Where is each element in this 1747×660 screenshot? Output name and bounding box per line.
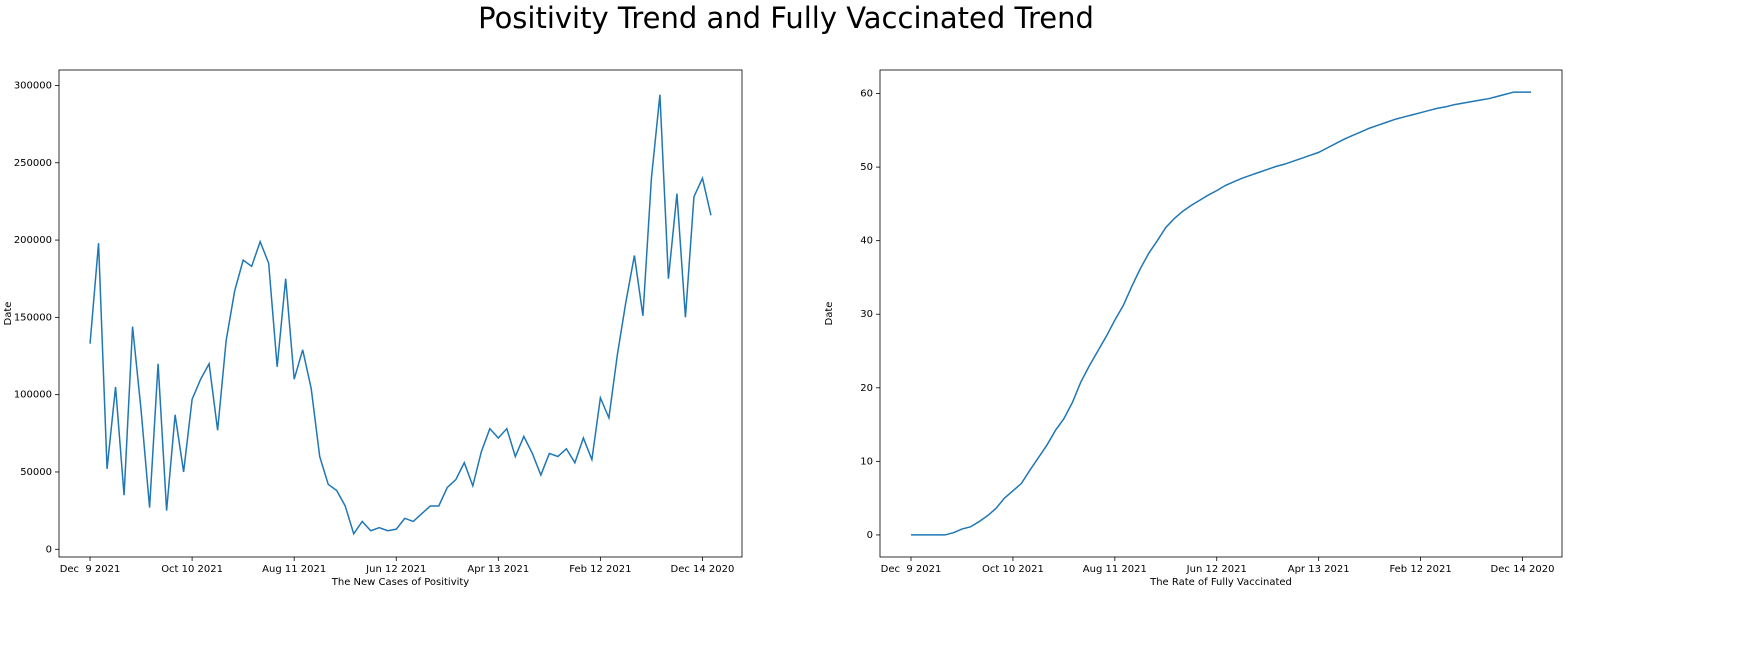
y-tick-label: 200000: [14, 235, 52, 246]
y-tick-label: 150000: [14, 312, 52, 323]
x-tick-label: Aug 11 2021: [1083, 564, 1147, 575]
y-tick-label: 100000: [14, 390, 52, 401]
y-tick-label: 60: [860, 89, 873, 100]
x-tick-label: Jun 12 2021: [365, 564, 426, 575]
y-tick-label: 300000: [14, 80, 52, 91]
x-tick-label: Dec 14 2020: [671, 564, 735, 575]
x-tick-label: Jun 12 2021: [1186, 564, 1247, 575]
x-tick-label: Apr 13 2021: [1288, 564, 1350, 575]
x-tick-label: Oct 10 2021: [161, 564, 223, 575]
x-axis-label: The New Cases of Positivity: [331, 577, 470, 588]
y-tick-label: 30: [860, 309, 873, 320]
y-tick-label: 40: [860, 236, 873, 247]
plot-frame: [879, 69, 1563, 558]
x-tick-label: Feb 12 2021: [1389, 564, 1451, 575]
data-line: [89, 94, 712, 536]
subplot: 0 50000 100000 150000 200000 250000 300000 Dec …: [3, 69, 743, 588]
y-tick-label: 250000: [14, 158, 52, 169]
x-tick-label: Oct 10 2021: [982, 564, 1044, 575]
x-tick-label: Aug 11 2021: [262, 564, 326, 575]
y-axis-label: Date: [824, 302, 835, 326]
y-axis-label: Date: [3, 302, 14, 326]
x-tick-label: Dec 14 2020: [1491, 564, 1555, 575]
y-tick-label: 50: [860, 162, 873, 173]
y-tick-label: 0: [46, 544, 52, 555]
x-tick-label: Dec 9 2021: [60, 564, 121, 575]
x-axis-label: The Rate of Fully Vaccinated: [1149, 577, 1292, 588]
x-tick-label: Feb 12 2021: [569, 564, 631, 575]
y-tick-label: 0: [867, 530, 873, 541]
subplot: 0 10 20 30 40 50 60 Dec 9 2021 Oct 10 2021 Aug 11…: [824, 69, 1563, 588]
y-tick-label: 50000: [20, 467, 52, 478]
x-tick-label: Apr 13 2021: [467, 564, 529, 575]
y-tick-label: 10: [860, 456, 873, 467]
figure-title: Positivity Trend and Fully Vaccinated Tr…: [478, 1, 1094, 35]
plot-frame: [58, 69, 743, 558]
data-line: [911, 91, 1531, 536]
x-tick-label: Dec 9 2021: [881, 564, 942, 575]
y-tick-label: 20: [860, 383, 873, 394]
